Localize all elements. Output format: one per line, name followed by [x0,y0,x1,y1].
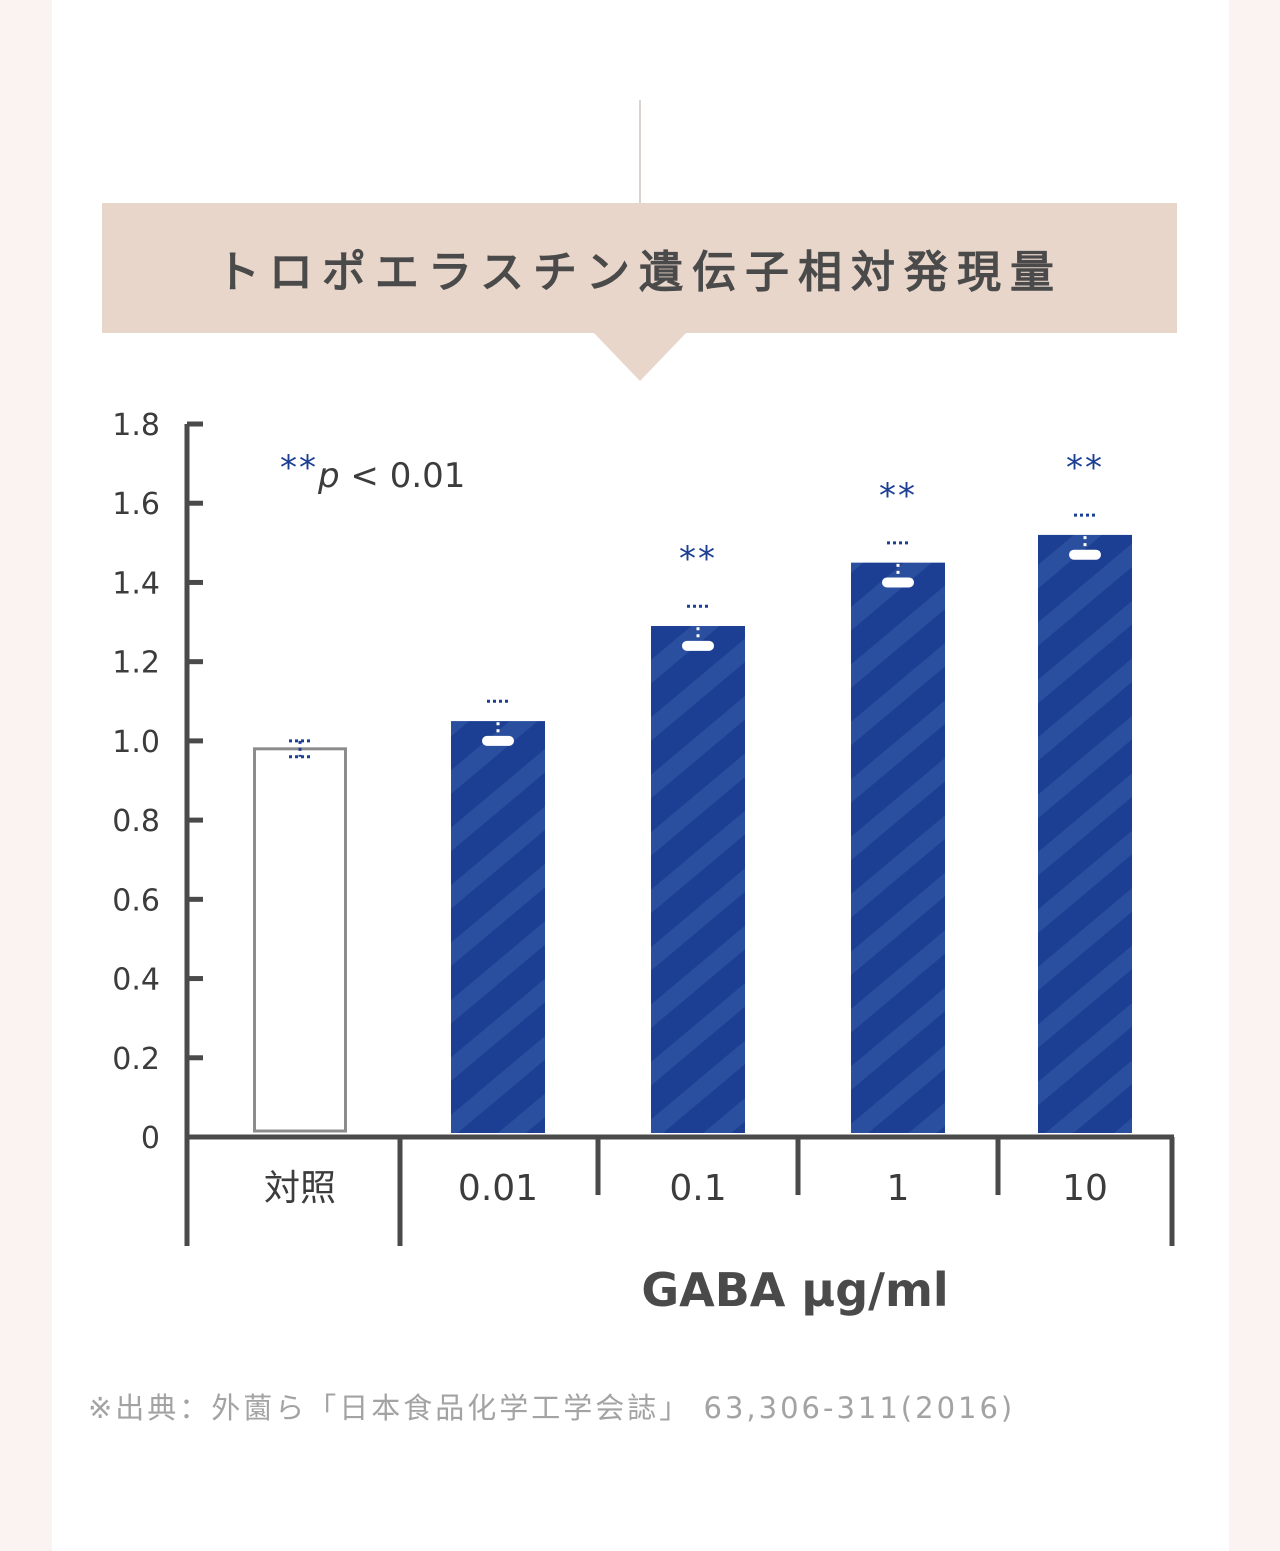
y-tick-label: 0.8 [112,804,160,839]
y-tick-label: 1.2 [112,646,160,681]
significance-note: **p < 0.01 [280,448,465,496]
bar-treated [651,626,745,1133]
x-category-label: 0.01 [458,1168,538,1209]
y-tick-label: 1.8 [112,408,160,443]
x-category-label: 対照 [264,1168,336,1209]
x-axis-label: GABA μg/ml [641,1263,948,1317]
y-axis: 0 0.2 0.4 0.6 0.8 1.0 1.2 1.4 1.6 1.8 [112,408,203,1156]
note-stars: ** [280,448,318,488]
x-category-label: 0.1 [669,1168,726,1209]
error-bar-cap-bottom [682,640,714,651]
x-category-label: 1 [887,1168,910,1209]
chart-title-box: トロポエラスチン遺伝子相対発現量 [102,203,1177,333]
bar-treated [451,721,545,1133]
y-tick-label: 0.2 [112,1042,160,1077]
source-citation: ※出典：外薗ら「日本食品化学工学会誌」 63,306-311(2016) [88,1391,1016,1425]
title-pointer-arrow [594,333,686,381]
error-bar-cap-bottom [482,735,514,746]
bar-treated [1038,534,1132,1133]
y-tick-label: 1.6 [112,487,160,522]
y-tick-label: 1.4 [112,566,160,601]
y-tick-label: 1.0 [112,725,160,760]
y-tick-label: 0 [141,1121,160,1156]
error-bar-cap-bottom [1069,549,1101,560]
bar-treated [851,562,945,1133]
significance-marker: ** [1066,448,1104,488]
bars: ** ** ** [253,448,1132,1133]
significance-marker: ** [679,539,717,579]
connector-line [639,100,641,203]
note-p: p [317,456,340,496]
bar-control [253,747,347,1133]
error-bar-cap-bottom [882,577,914,588]
y-tick-label: 0.6 [112,883,160,918]
significance-marker: ** [879,476,917,516]
x-axis: 対照 0.01 0.1 1 10 [184,1134,1175,1246]
x-category-label: 10 [1062,1168,1108,1209]
y-tick-label: 0.4 [112,963,160,998]
chart-title: トロポエラスチン遺伝子相対発現量 [215,247,1064,298]
note-threshold: < 0.01 [340,456,466,496]
